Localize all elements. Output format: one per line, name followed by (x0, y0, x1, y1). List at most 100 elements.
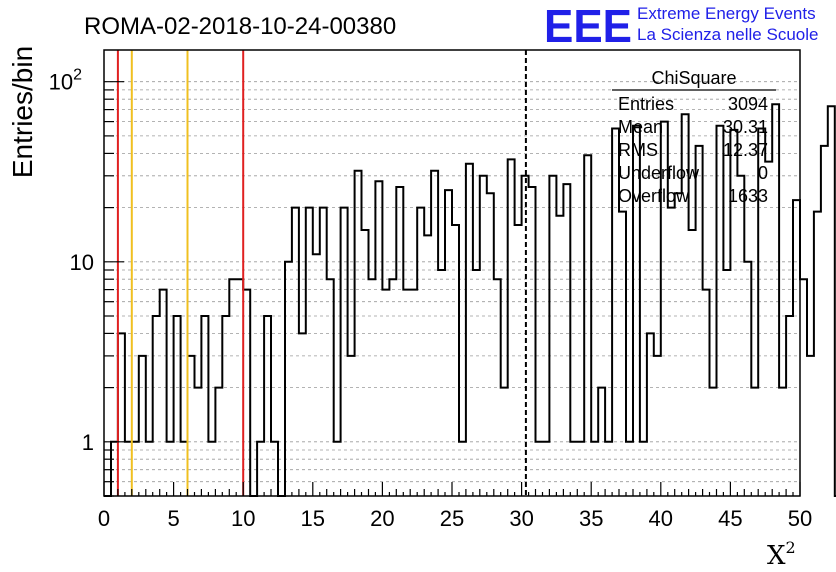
histogram-bin (257, 442, 264, 496)
histogram-line (104, 103, 836, 497)
histogram-bin (765, 162, 772, 496)
histogram-bin (737, 176, 744, 496)
histogram-bin (146, 442, 153, 496)
histogram-bin (598, 388, 605, 496)
x-tick-label: 20 (370, 506, 394, 531)
histogram-bin (341, 208, 348, 496)
histogram-bin (327, 279, 334, 496)
histogram-bin (612, 129, 619, 497)
histogram-bin (473, 270, 480, 496)
x-tick-label: 25 (440, 506, 464, 531)
histogram-bin (577, 442, 584, 496)
histogram-bin (375, 181, 382, 496)
histogram-bin (591, 442, 598, 496)
histogram-bin (828, 106, 835, 496)
stats-row-value: 12.37 (723, 140, 768, 160)
x-tick-label: 15 (301, 506, 325, 531)
histogram (104, 103, 836, 497)
histogram-bin (751, 388, 758, 496)
y-tick-label: 1 (82, 430, 94, 455)
histogram-bin (723, 270, 730, 496)
histogram-bin (619, 212, 626, 496)
histogram-bin (153, 316, 160, 496)
histogram-bin (132, 442, 139, 496)
histogram-bin (389, 279, 396, 496)
histogram-bin (654, 356, 661, 496)
y-tick-label: 102 (49, 67, 82, 95)
x-tick-label: 5 (167, 506, 179, 531)
histogram-bin (201, 316, 208, 496)
histogram-bin (570, 442, 577, 496)
histogram-bin (626, 442, 633, 496)
x-tick-label: 10 (231, 506, 255, 531)
histogram-bin (717, 126, 724, 496)
histogram-bin (382, 290, 389, 496)
histogram-bin (466, 164, 473, 496)
histogram-bin (431, 171, 438, 496)
histogram-bin (160, 290, 167, 496)
stats-row-label: Mean (618, 117, 663, 137)
grid (104, 81, 800, 497)
stats-row-value: 3094 (728, 94, 768, 114)
histogram-bin (299, 333, 306, 496)
logo-subtitle-line2: La Scienza nelle Scuole (637, 25, 818, 44)
histogram-bin (549, 176, 556, 496)
histogram-bin (758, 129, 765, 497)
histogram-bin (786, 316, 793, 496)
stats-box: ChiSquare Entries 3094 Mean 30.31 RMS 12.37 Un… (612, 68, 776, 206)
histogram-bin (647, 333, 654, 496)
histogram-bin (668, 208, 675, 496)
histogram-bin (445, 190, 452, 496)
histogram-bin (355, 171, 362, 496)
histogram-bin (222, 316, 229, 496)
histogram-bin (334, 442, 341, 496)
histogram-bin (710, 388, 717, 496)
x-tick-label: 50 (788, 506, 812, 531)
histogram-bin (271, 442, 278, 496)
stats-row-value: 1633 (728, 186, 768, 206)
histogram-bin (814, 212, 821, 496)
eee-logo: EEE (544, 0, 632, 52)
histogram-bin (675, 193, 682, 496)
histogram-bin (696, 146, 703, 496)
x-tick-label: 0 (98, 506, 110, 531)
y-tick-label: 10 (70, 250, 94, 275)
histogram-bin (417, 208, 424, 496)
histogram-bin (793, 200, 800, 496)
x-axis-label: X2 (767, 538, 796, 571)
histogram-bin (320, 208, 327, 496)
histogram-bin (730, 130, 737, 496)
plot-title: ROMA-02-2018-10-24-00380 (84, 13, 396, 40)
histogram-bin (807, 356, 814, 496)
x-tick-label: 40 (649, 506, 673, 531)
histogram-bin (215, 388, 222, 496)
stats-row-label: Overflow (618, 186, 690, 206)
histogram-bin (118, 333, 125, 496)
histogram-bin (459, 442, 466, 496)
histogram-bin (779, 388, 786, 496)
histogram-bin (362, 230, 369, 496)
x-tick-label: 30 (509, 506, 533, 531)
histogram-bin (640, 442, 647, 496)
histogram-bin (410, 290, 417, 496)
histogram-bin (772, 104, 779, 496)
x-tick-label: 35 (579, 506, 603, 531)
stats-row-value: 30.31 (723, 117, 768, 137)
histogram-bin (563, 184, 570, 496)
histogram-bin (536, 442, 543, 496)
histogram-bin (438, 270, 445, 496)
histogram-bin (313, 254, 320, 496)
histogram-bin (494, 279, 501, 496)
histogram-bin (195, 388, 202, 496)
histogram-bin (167, 442, 174, 496)
axes: 0 5 10 15 20 25 30 35 40 45 50 1 10 102 (49, 67, 813, 531)
histogram-bin (556, 216, 563, 496)
stats-row-label: RMS (618, 140, 658, 160)
histogram-bin (508, 159, 515, 496)
histogram-bin (821, 146, 828, 496)
histogram-bin (584, 155, 591, 496)
histogram-bin (529, 187, 536, 496)
y-axis-label: Entries/bin (7, 46, 38, 178)
histogram-bin (243, 290, 250, 496)
